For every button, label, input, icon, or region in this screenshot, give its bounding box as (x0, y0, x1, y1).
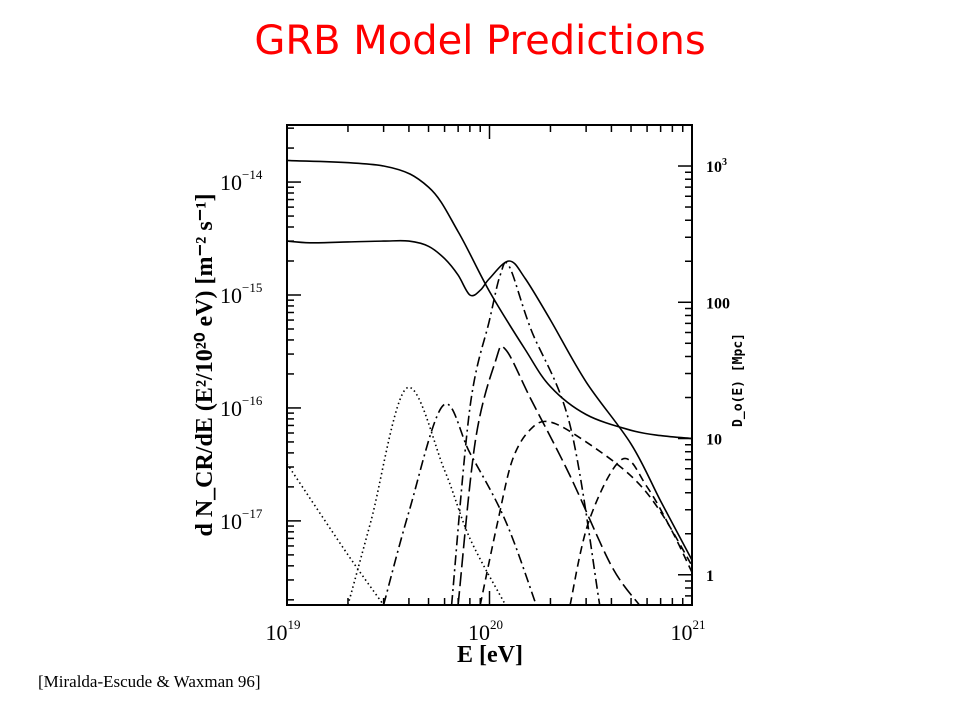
y2-tick-label: 10 (706, 432, 722, 449)
plot-frame (286, 124, 693, 606)
axis-ticks (286, 124, 693, 606)
series-lines (286, 159, 693, 606)
series-line-4 (347, 386, 507, 606)
x-tick-label: 1019 (266, 617, 301, 645)
series-line-3 (286, 463, 385, 606)
series-line-9 (569, 457, 693, 606)
series-line-2 (286, 159, 693, 440)
x-tick-label: 1021 (671, 617, 706, 645)
series-line-8 (479, 420, 693, 606)
y2-tick-label: 1 (706, 568, 714, 585)
series-line-1 (286, 239, 693, 561)
series-line-6 (450, 261, 601, 606)
y2-tick-label: 100 (706, 295, 730, 312)
x-axis-label: E [eV] (457, 642, 523, 668)
x-tick-label: 1020 (468, 617, 503, 645)
y-tick-label: 10−15 (220, 280, 262, 308)
right-axis-label: D_o(E) [Mpc] (731, 333, 746, 427)
y-tick-label: 10−17 (220, 506, 263, 534)
y-tick-label: 10−14 (220, 167, 263, 195)
series-line-7 (457, 345, 641, 606)
y-tick-label: 10−16 (220, 393, 263, 421)
y-axis-label: d N_CR/dE (E²/10²⁰ eV) [m⁻² s⁻¹] (192, 193, 218, 536)
series-line-5 (382, 403, 537, 606)
tick-labels: 1019 1020 1021 10−14 10−15 10−16 10−17 103 100 10… (220, 157, 730, 645)
slide-title: GRB Model Predictions (254, 18, 706, 64)
y2-tick-label: 103 (706, 157, 727, 176)
citation: [Miralda-Escude & Waxman 96] (38, 672, 261, 691)
